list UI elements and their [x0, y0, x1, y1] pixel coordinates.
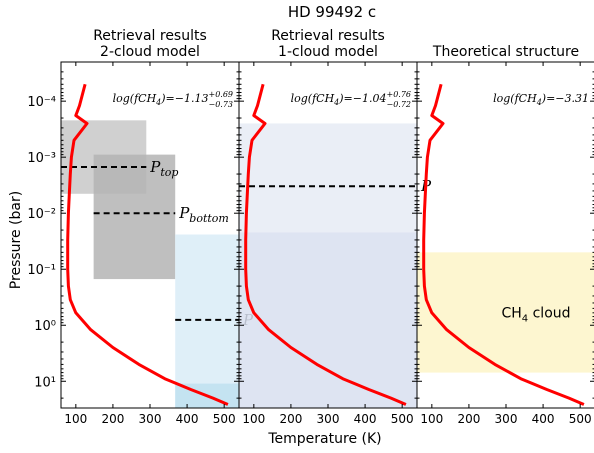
x-tick-label: 100	[64, 412, 87, 426]
methane-abundance-label: log(fCH4)=−1.04+0.76	[291, 90, 411, 107]
x-tick-label: 500	[391, 412, 414, 426]
x-tick-label: 500	[569, 412, 592, 426]
y-tick-label: 10⁰	[34, 319, 56, 334]
x-tick-label: 200	[457, 412, 480, 426]
x-tick-label: 200	[279, 412, 302, 426]
panel-title: 1-cloud model	[278, 44, 378, 60]
methane-abundance-part-4: +0.76	[386, 90, 411, 99]
cloud-label-subscript: 4	[522, 313, 528, 324]
methane-abundance-part-1: log(fCH	[291, 92, 335, 105]
pressure-level-label-2: Pbottom	[178, 204, 229, 225]
methane-abundance-part-3: )=−1.04	[338, 92, 386, 105]
pressure-level-subscript: top	[160, 166, 178, 179]
methane-abundance-part-2: 4	[536, 98, 542, 107]
methane-abundance-lower-error: −0.72	[386, 100, 411, 109]
temperature-profile-line	[66, 83, 229, 406]
x-tick-label: 300	[317, 412, 340, 426]
methane-abundance-lower-error: −0.73	[208, 100, 233, 109]
y-axis-label: Pressure (bar)	[8, 191, 24, 289]
panel-title: 2-cloud model	[100, 44, 200, 60]
panel-plot-area	[239, 83, 417, 408]
cloud-region-3	[175, 234, 239, 408]
y-tick-label: 10⁻¹	[27, 263, 56, 278]
panel-title: Retrieval results	[93, 28, 207, 44]
panel-plot-area	[417, 83, 594, 406]
cloud-region-2	[93, 154, 176, 280]
temperature-profile-line	[422, 83, 585, 406]
cloud-region-1	[417, 252, 594, 373]
methane-abundance-part-2: 4	[333, 98, 339, 107]
pressure-level-subscript: bottom	[189, 212, 229, 225]
x-tick-label: 300	[495, 412, 518, 426]
methane-abundance-part-3: )=−3.31	[541, 92, 589, 105]
figure-title: HD 99492 c	[288, 3, 376, 21]
methane-abundance-part-4: +0.69	[208, 90, 233, 99]
panel-title: Retrieval results	[271, 28, 385, 44]
methane-abundance-label: log(fCH4)=−1.13+0.69	[113, 90, 233, 107]
cloud-label: CH4 cloud	[501, 305, 570, 324]
methane-abundance-part-3: )=−1.13	[160, 92, 208, 105]
y-tick-label: 10⁻⁴	[27, 95, 56, 110]
methane-abundance-part-2: 4	[155, 98, 161, 107]
temperature-profile-line	[244, 83, 407, 406]
methane-abundance-label: log(fCH4)=−3.31	[493, 92, 589, 107]
y-tick-label: 10¹	[34, 375, 56, 390]
x-tick-label: 300	[139, 412, 162, 426]
panel-plot-area	[61, 83, 239, 408]
x-tick-label: 500	[213, 412, 236, 426]
panel-title: Theoretical structure	[432, 44, 579, 60]
cloud-region-1	[239, 123, 417, 233]
x-axis-label: Temperature (K)	[267, 431, 381, 447]
x-tick-label: 200	[101, 412, 124, 426]
methane-abundance-part-1: log(fCH	[493, 92, 537, 105]
x-tick-label: 100	[242, 412, 265, 426]
methane-abundance-part-1: log(fCH	[113, 92, 157, 105]
x-tick-label: 400	[176, 412, 199, 426]
cloud-region-2	[239, 232, 417, 408]
y-tick-label: 10⁻²	[27, 207, 56, 222]
cloud-label-rest: cloud	[528, 305, 570, 321]
x-tick-label: 100	[420, 412, 443, 426]
x-tick-label: 400	[532, 412, 555, 426]
x-tick-label: 400	[354, 412, 377, 426]
y-tick-label: 10⁻³	[27, 151, 56, 166]
